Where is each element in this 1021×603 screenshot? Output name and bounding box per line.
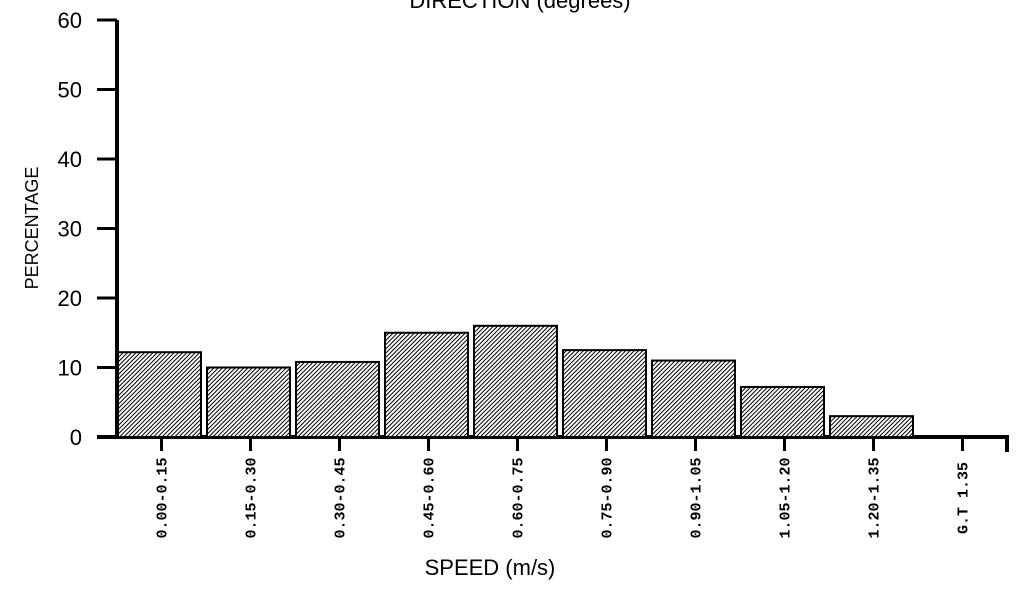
y-tick-label: 30 <box>58 217 82 242</box>
x-tick-label: 0.60-0.75 <box>511 457 528 538</box>
x-tick-label: 1.05-1.20 <box>778 457 795 538</box>
y-axis-label: PERCENTAGE <box>22 167 42 290</box>
bar <box>651 359 736 438</box>
x-tick-label: 0.90-1.05 <box>689 457 706 538</box>
bar <box>473 324 558 438</box>
bar <box>562 349 647 438</box>
y-tick-label: 50 <box>58 78 82 103</box>
x-axis-label: SPEED (m/s) <box>425 555 556 580</box>
y-tick-label: 40 <box>58 147 82 172</box>
x-tick-label: 0.75-0.90 <box>600 457 617 538</box>
bar <box>117 351 202 438</box>
bar <box>829 415 914 438</box>
x-tick-label: 1.20-1.35 <box>867 457 884 538</box>
bar <box>384 331 469 438</box>
bar <box>740 385 825 438</box>
y-tick-label: 10 <box>58 356 82 381</box>
x-tick-label: 0.00-0.15 <box>155 457 172 538</box>
x-tick-label: G.T 1.35 <box>956 462 973 534</box>
chart-title: DIRECTION (degrees) <box>409 0 630 13</box>
bar <box>295 360 380 438</box>
y-tick-label: 20 <box>58 286 82 311</box>
x-tick-label: 0.30-0.45 <box>333 457 350 538</box>
x-tick-label: 0.45-0.60 <box>422 457 439 538</box>
y-tick-label: 60 <box>58 8 82 33</box>
x-tick-label: 0.15-0.30 <box>244 457 261 538</box>
bar <box>206 366 291 438</box>
y-tick-label: 0 <box>70 425 82 450</box>
